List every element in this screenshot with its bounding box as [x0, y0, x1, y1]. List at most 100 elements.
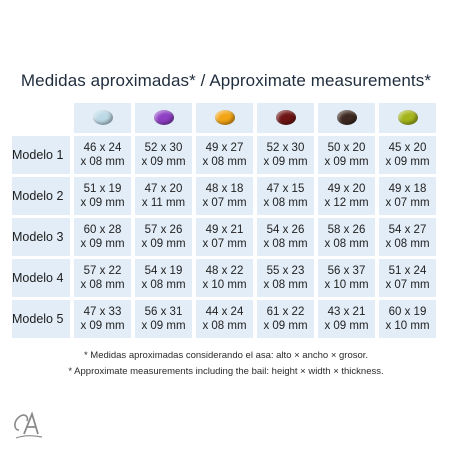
measurement-cell: 60 x 19 x 10 mm: [379, 300, 436, 338]
measurement-cell: 56 x 31 x 09 mm: [135, 300, 192, 338]
measurement-cell: 58 x 26 x 08 mm: [318, 218, 375, 256]
brand-monogram-logo: [14, 411, 43, 439]
measurement-thickness: x 08 mm: [141, 279, 186, 291]
measurements-table: Modelo 1 46 x 24 x 08 mm 52 x 30 x 09 mm 49 x…: [8, 100, 440, 341]
measurement-thickness: x 08 mm: [202, 320, 247, 332]
measurement-thickness: x 09 mm: [385, 156, 430, 168]
measurement-dimensions: 48 x 18: [205, 183, 244, 195]
measurement-dimensions: 49 x 18: [388, 183, 427, 195]
measurement-cell: 50 x 20 x 09 mm: [318, 136, 375, 174]
measurement-dimensions: 52 x 30: [144, 142, 183, 154]
note-spanish: * Medidas aproximadas considerando el as…: [83, 350, 369, 361]
measurement-thickness: x 09 mm: [141, 238, 186, 250]
measurement-dimensions: 57 x 26: [144, 224, 183, 236]
measurement-dimensions: 47 x 20: [144, 183, 183, 195]
table-row: Modelo 4 57 x 22 x 08 mm 54 x 19 x 08 mm 48 x…: [12, 259, 436, 297]
row-label: Modelo 1: [12, 136, 70, 174]
measurement-cell: 45 x 20 x 09 mm: [379, 136, 436, 174]
stone-header-cell: [196, 103, 253, 133]
table-row: Modelo 2 51 x 19 x 09 mm 47 x 20 x 11 mm 48 x…: [12, 177, 436, 215]
measurement-dimensions: 55 x 23: [266, 265, 305, 277]
citrine-gem-icon: [214, 110, 235, 126]
measurement-cell: 57 x 26 x 09 mm: [135, 218, 192, 256]
measurement-cell: 47 x 33 x 09 mm: [74, 300, 131, 338]
stone-header-cell: [318, 103, 375, 133]
table-row: Modelo 1 46 x 24 x 08 mm 52 x 30 x 09 mm 49 x…: [12, 136, 436, 174]
measurement-dimensions: 61 x 22: [266, 306, 305, 318]
measurement-cell: 51 x 19 x 09 mm: [74, 177, 131, 215]
measurement-thickness: x 10 mm: [202, 279, 247, 291]
table-row: Modelo 3 60 x 28 x 09 mm 57 x 26 x 09 mm 49 x…: [12, 218, 436, 256]
measurement-cell: 44 x 24 x 08 mm: [196, 300, 253, 338]
measurement-thickness: x 07 mm: [385, 197, 430, 209]
measurement-cell: 47 x 20 x 11 mm: [135, 177, 192, 215]
measurement-cell: 43 x 21 x 09 mm: [318, 300, 375, 338]
row-label: Modelo 4: [12, 259, 70, 297]
measurement-cell: 54 x 19 x 08 mm: [135, 259, 192, 297]
measurement-dimensions: 50 x 20: [327, 142, 366, 154]
measurement-thickness: x 09 mm: [80, 238, 125, 250]
measurement-cell: 60 x 28 x 09 mm: [74, 218, 131, 256]
measurement-thickness: x 10 mm: [324, 279, 369, 291]
stone-header-cell: [379, 103, 436, 133]
measurement-dimensions: 54 x 26: [266, 224, 305, 236]
measurement-dimensions: 60 x 28: [83, 224, 122, 236]
measurement-cell: 54 x 26 x 08 mm: [257, 218, 314, 256]
measurement-dimensions: 54 x 27: [388, 224, 427, 236]
measurement-dimensions: 57 x 22: [83, 265, 122, 277]
header-row: [12, 103, 436, 133]
stone-header-cell: [135, 103, 192, 133]
measurement-thickness: x 07 mm: [385, 279, 430, 291]
measurement-dimensions: 54 x 19: [144, 265, 183, 277]
measurement-dimensions: 49 x 21: [205, 224, 244, 236]
table-row: Modelo 5 47 x 33 x 09 mm 56 x 31 x 09 mm 44 x…: [12, 300, 436, 338]
measurement-thickness: x 08 mm: [202, 156, 247, 168]
smoky-quartz-gem-icon: [336, 110, 357, 126]
measurement-cell: 46 x 24 x 08 mm: [74, 136, 131, 174]
measurement-dimensions: 46 x 24: [83, 142, 122, 154]
measurement-dimensions: 43 x 21: [327, 306, 366, 318]
peridot-gem-icon: [397, 110, 418, 126]
measurement-dimensions: 52 x 30: [266, 142, 305, 154]
measurement-thickness: x 09 mm: [141, 320, 186, 332]
measurement-thickness: x 08 mm: [324, 238, 369, 250]
measurement-cell: 49 x 21 x 07 mm: [196, 218, 253, 256]
aquamarine-gem-icon: [92, 110, 113, 126]
measurement-cell: 48 x 18 x 07 mm: [196, 177, 253, 215]
stone-header-cell: [257, 103, 314, 133]
measurement-thickness: x 08 mm: [263, 197, 308, 209]
measurement-thickness: x 09 mm: [80, 197, 125, 209]
measurement-dimensions: 51 x 19: [83, 183, 122, 195]
stone-header-cell: [74, 103, 131, 133]
measurement-thickness: x 08 mm: [263, 238, 308, 250]
measurement-dimensions: 47 x 15: [266, 183, 305, 195]
measurement-thickness: x 10 mm: [385, 320, 430, 332]
measurement-thickness: x 08 mm: [385, 238, 430, 250]
measurement-cell: 48 x 22 x 10 mm: [196, 259, 253, 297]
row-label: Modelo 5: [12, 300, 70, 338]
measurement-dimensions: 51 x 24: [388, 265, 427, 277]
measurement-dimensions: 49 x 20: [327, 183, 366, 195]
garnet-gem-icon: [275, 110, 296, 126]
page-title: Medidas aproximadas* / Approximate measu…: [20, 71, 432, 90]
measurement-cell: 57 x 22 x 08 mm: [74, 259, 131, 297]
corner-cell: [12, 103, 70, 133]
measurement-thickness: x 09 mm: [263, 156, 308, 168]
measurement-dimensions: 49 x 27: [205, 142, 244, 154]
measurement-thickness: x 09 mm: [324, 156, 369, 168]
measurement-dimensions: 45 x 20: [388, 142, 427, 154]
measurement-thickness: x 08 mm: [263, 279, 308, 291]
measurement-thickness: x 11 mm: [141, 197, 186, 209]
note-english: * Approximate measurements including the…: [68, 366, 384, 377]
measurement-cell: 56 x 37 x 10 mm: [318, 259, 375, 297]
measurement-thickness: x 07 mm: [202, 197, 247, 209]
measurement-dimensions: 60 x 19: [388, 306, 427, 318]
measurement-dimensions: 56 x 37: [327, 265, 366, 277]
measurement-cell: 49 x 18 x 07 mm: [379, 177, 436, 215]
measurement-cell: 51 x 24 x 07 mm: [379, 259, 436, 297]
measurement-cell: 47 x 15 x 08 mm: [257, 177, 314, 215]
measurement-dimensions: 47 x 33: [83, 306, 122, 318]
measurement-dimensions: 58 x 26: [327, 224, 366, 236]
measurement-cell: 52 x 30 x 09 mm: [257, 136, 314, 174]
measurement-thickness: x 07 mm: [202, 238, 247, 250]
